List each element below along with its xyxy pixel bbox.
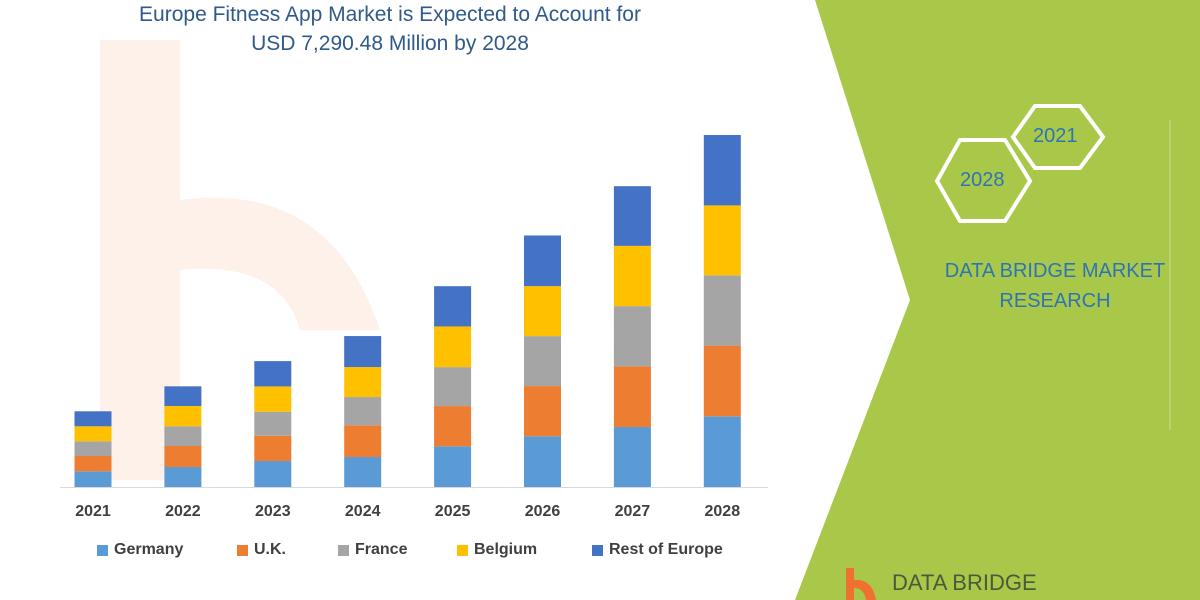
bars (74, 135, 741, 487)
bar-segment-france-2023 (254, 411, 292, 436)
bar-segment-germany-2027 (613, 427, 651, 487)
bar-segment-rest-of-europe-2026 (524, 235, 561, 287)
logo-text: DATA BRIDGE (892, 570, 1037, 595)
legend-label: France (355, 541, 408, 558)
bar-segment-rest-of-europe-2024 (344, 336, 382, 368)
bar-segment-france-2021 (74, 441, 112, 457)
bar-segment-germany-2021 (74, 471, 112, 487)
chart-title-line2: USD 7,290.48 Million by 2028 (251, 32, 529, 55)
bar-segment-belgium-2027 (613, 245, 651, 307)
chart-title-line1: Europe Fitness App Market is Expected to… (139, 3, 641, 26)
bar-segment-belgium-2026 (524, 286, 561, 337)
legend-swatch (338, 544, 349, 556)
bar-segment-france-2026 (524, 336, 561, 387)
bar-segment-rest-of-europe-2025 (434, 286, 472, 327)
legend-label: Germany (114, 541, 184, 558)
bar-segment-france-2025 (434, 367, 472, 407)
bar-segment-belgium-2028 (703, 205, 741, 276)
legend-label: Belgium (474, 541, 538, 558)
bar-segment-u-k--2026 (524, 386, 561, 437)
bar-segment-france-2024 (344, 397, 382, 426)
logo-icon (846, 568, 876, 600)
bar-segment-belgium-2021 (74, 426, 112, 442)
legend-uk: U.K. (237, 541, 286, 559)
legend-label: Rest of Europe (609, 541, 723, 558)
legend-swatch (237, 544, 248, 556)
green-panel (795, 0, 1200, 600)
hex-label-2021: 2021 (1033, 125, 1078, 147)
x-tick-label: 2023 (255, 503, 291, 520)
bar-segment-u-k--2028 (703, 345, 741, 417)
x-tick-label: 2025 (434, 503, 471, 520)
bar-segment-germany-2026 (524, 436, 561, 487)
hex-label-2028: 2028 (960, 169, 1005, 191)
bar-segment-u-k--2021 (74, 456, 112, 472)
hexagon-2028-icon (934, 138, 1033, 223)
watermark-logo-icon (100, 40, 380, 480)
x-tick-label: 2022 (165, 503, 201, 520)
legend-rest-of-europe: Rest of Europe (592, 541, 723, 559)
bar-segment-u-k--2027 (613, 366, 651, 428)
brand-line1: DATA BRIDGE MARKET (944, 260, 1166, 282)
bar-segment-rest-of-europe-2027 (613, 186, 651, 246)
x-tick-label: 2021 (75, 503, 111, 520)
bar-segment-rest-of-europe-2028 (703, 135, 741, 206)
x-tick-label: 2026 (524, 503, 561, 520)
x-tick-label: 2028 (704, 503, 741, 520)
legend-label: U.K. (254, 541, 286, 558)
brand-line2: RESEARCH (999, 290, 1111, 312)
bar-segment-france-2022 (164, 426, 202, 447)
legend-swatch (592, 544, 603, 556)
bar-segment-france-2027 (613, 306, 651, 367)
bar-segment-u-k--2025 (434, 406, 472, 447)
x-tick-label: 2024 (344, 503, 381, 520)
bar-segment-germany-2023 (254, 461, 292, 487)
bar-segment-belgium-2024 (344, 367, 382, 398)
bar-segment-u-k--2024 (344, 425, 382, 458)
bar-segment-belgium-2025 (434, 326, 472, 368)
x-tick-label: 2027 (614, 503, 651, 520)
legend-belgium: Belgium (457, 541, 537, 559)
bar-segment-belgium-2023 (254, 386, 292, 412)
bar-segment-u-k--2022 (164, 446, 202, 468)
legend-france: France (338, 541, 407, 559)
legend-swatch (97, 544, 108, 556)
bar-segment-germany-2028 (703, 416, 741, 487)
bar-segment-rest-of-europe-2023 (254, 361, 292, 387)
bar-segment-belgium-2022 (164, 406, 202, 427)
bar-segment-germany-2022 (164, 467, 202, 487)
bar-segment-rest-of-europe-2021 (74, 411, 112, 427)
bar-segment-france-2028 (703, 275, 741, 346)
bar-segment-germany-2024 (344, 457, 382, 487)
legend-swatch (457, 544, 468, 556)
legend-germany: Germany (97, 541, 183, 559)
hexagon-2021-icon (1010, 104, 1106, 170)
bar-segment-rest-of-europe-2022 (164, 386, 202, 407)
bar-segment-germany-2025 (434, 446, 472, 487)
bar-segment-u-k--2023 (254, 435, 292, 462)
